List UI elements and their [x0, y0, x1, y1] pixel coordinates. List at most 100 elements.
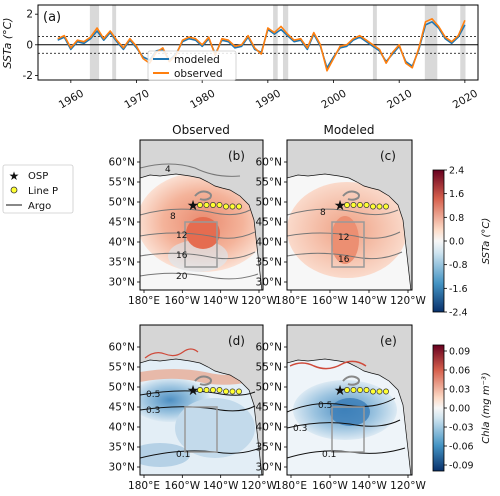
line-p-station	[357, 387, 363, 393]
contour-label: 20	[176, 272, 188, 282]
x-tick-label: 160°W	[164, 480, 200, 492]
line-p-station	[370, 203, 376, 210]
y-tick-label: 35°N	[109, 442, 135, 454]
line-p-station	[216, 387, 223, 393]
line-p-station	[223, 203, 229, 210]
line-p-station	[229, 388, 236, 395]
contour-label: 8	[320, 208, 326, 218]
panel-e-label: (e)	[380, 334, 397, 348]
osp-star-icon: ★	[187, 198, 200, 214]
line-p-station	[376, 388, 383, 395]
line-p-station	[229, 203, 236, 210]
osp-star-icon: ★	[334, 198, 347, 214]
contour-line	[287, 397, 396, 413]
land-mass	[287, 140, 412, 290]
shaded-period	[273, 5, 278, 80]
land-mass	[140, 325, 263, 475]
contour-label: 0.5	[318, 401, 332, 411]
x-tick-label: 120°W	[390, 295, 426, 307]
y-tick-label: 45°N	[256, 217, 282, 229]
study-box	[184, 221, 218, 268]
line-p-station	[197, 202, 203, 208]
contour-line	[287, 251, 403, 260]
contour-label: 0.3	[293, 424, 307, 434]
colorbar-sst-label: SSTa (°C)	[481, 218, 492, 265]
contour-label: 12	[176, 231, 187, 241]
x-tick-label: 1990	[254, 88, 283, 112]
y-tick-label: 40°N	[256, 422, 282, 434]
contour-line	[140, 231, 256, 239]
shaded-period	[282, 5, 289, 80]
x-tick-label: 120°W	[241, 295, 277, 307]
contour-line	[140, 405, 256, 412]
map-legend-label-linep: Line P	[28, 186, 58, 197]
osp-star-icon: ★	[334, 383, 347, 399]
reference-lines	[38, 35, 478, 54]
y-tick-label: 55°N	[256, 177, 282, 189]
y-ticks: -2 0 2	[23, 9, 38, 82]
shaded-period	[460, 5, 466, 80]
x-ticks: 1960 1970 1980 1990 2000 2010 2020	[57, 80, 480, 111]
anomaly-band	[140, 369, 250, 385]
y-tick-label: 50°N	[109, 197, 135, 209]
contour-line	[287, 419, 401, 429]
argo-track	[342, 190, 360, 201]
x-tick-label: 1960	[57, 88, 86, 112]
contour-label: 12	[338, 233, 349, 243]
x-tick-label: 1970	[122, 88, 151, 112]
panel-c-frame	[286, 139, 413, 291]
contour-line	[287, 231, 401, 239]
x-tick-label: 160°W	[312, 480, 348, 492]
shaded-period	[424, 5, 438, 80]
study-box	[331, 221, 365, 268]
y-tick-label: 40°N	[109, 237, 135, 249]
x-tick-label: 160°W	[164, 295, 200, 307]
y-tick-label: 45°N	[109, 217, 135, 229]
map-axis-ticks: 180°E 160°W 140°W 120°W60°N55°N50°N45°N40°N…	[109, 157, 427, 493]
x-tick-label: 160°W	[312, 295, 348, 307]
panel-c: 8 12 16 (c)	[286, 139, 413, 291]
y-tick-label: 30°N	[109, 462, 135, 474]
panel-c-label: (c)	[380, 149, 396, 163]
study-box	[184, 406, 218, 453]
star-icon: ★	[9, 169, 20, 183]
panel-a: -2 0 2 1960 1970 1980 1990 2000 2010 2020 (a) SS…	[1, 4, 480, 111]
panel-e-frame	[286, 324, 413, 476]
anomaly-core	[331, 216, 359, 264]
x-tick-label: 120°W	[241, 480, 277, 492]
y-tick-label: -2	[23, 70, 33, 82]
panel-d: 0.5 0.3 0.1 (d)	[139, 324, 264, 476]
y-tick-label: 55°N	[256, 362, 282, 374]
line-p-station	[383, 388, 389, 395]
line-p-station	[203, 387, 210, 393]
y-tick-label: 2	[26, 9, 33, 21]
colorbar-tick-label: -2.4	[449, 308, 468, 319]
y-tick-label: 60°N	[109, 157, 135, 169]
panel-b-label: (b)	[228, 149, 245, 163]
legend-box	[147, 50, 237, 81]
shaded-period	[112, 5, 117, 80]
argo-track	[194, 375, 212, 386]
contour-line	[140, 251, 256, 260]
land-mass	[140, 140, 263, 290]
panel-a-label: (a)	[43, 10, 61, 25]
coastal-anomaly	[144, 348, 199, 359]
y-tick-label: 60°N	[256, 342, 282, 354]
anomaly-field	[175, 398, 255, 458]
colorbar-chla-bar	[432, 344, 445, 472]
y-tick-label: 30°N	[256, 462, 282, 474]
x-tick-label: 140°W	[203, 480, 239, 492]
y-tick-label: 0	[26, 39, 33, 51]
colorbar-tick-label: 0.09	[449, 347, 470, 358]
y-tick-label: 60°N	[256, 157, 282, 169]
colorbar-tick-label: -1.6	[449, 284, 468, 295]
contour-line	[140, 208, 251, 216]
colorbar-chla-label: Chla (mg m⁻³)	[481, 372, 492, 444]
colorbar-tick-label: 0.03	[449, 385, 470, 396]
legend-label-modeled: modeled	[174, 54, 220, 66]
line-p-station	[363, 202, 370, 208]
osp-star-icon: ★	[187, 383, 200, 399]
line-p-station	[370, 388, 376, 395]
colorbar-tick-label: -0.06	[449, 442, 474, 453]
panel-d-label: (d)	[228, 334, 245, 348]
